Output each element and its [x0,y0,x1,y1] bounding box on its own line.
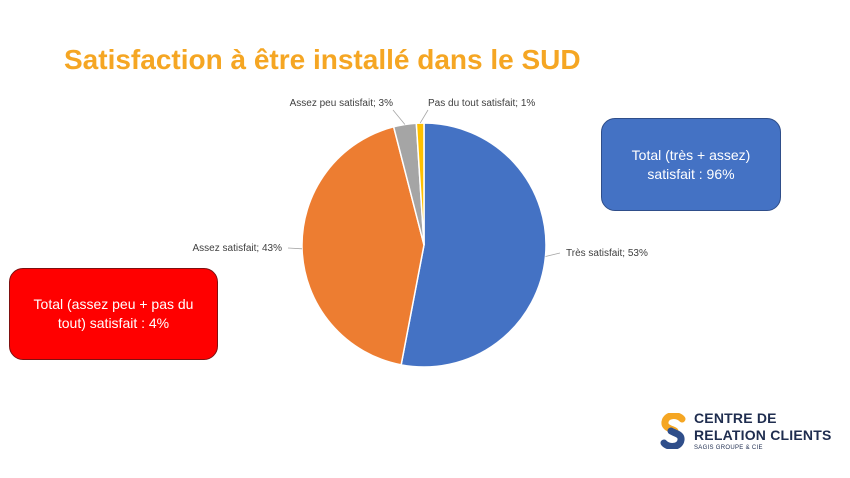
page-title: Satisfaction à être installé dans le SUD [64,44,581,75]
logo-subtitle: SAGIS GROUPE & CIE [694,445,763,451]
pie-slice-2 [301,125,425,366]
leader-line-3 [392,109,406,125]
total-unsatisfied-callout: Total (assez peu + pas du tout) satisfai… [9,268,218,360]
logo-line-1: CENTRE DE [694,410,777,426]
leader-line-4 [419,109,429,124]
slice-label-4: Pas du tout satisfait; 1% [428,98,535,109]
leader-line-1 [545,252,561,257]
leader-line-2 [287,247,303,250]
company-logo: CENTRE DE RELATION CLIENTS SAGIS GROUPE … [658,410,832,452]
total-satisfied-callout: Total (très + assez) satisfait : 96% [601,118,781,211]
logo-s-icon [660,413,686,449]
slice-label-1: Très satisfait; 53% [566,248,648,259]
logo-line-2: RELATION CLIENTS [694,427,832,443]
slice-label-2: Assez satisfait; 43% [193,243,283,254]
slice-label-3: Assez peu satisfait; 3% [290,98,393,109]
pie-slice-1 [400,122,547,368]
